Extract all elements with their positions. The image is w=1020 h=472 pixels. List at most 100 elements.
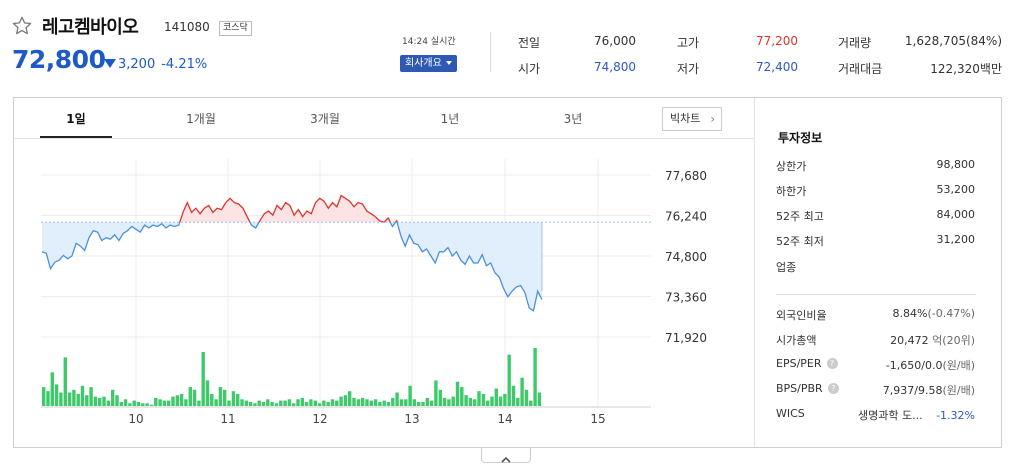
week52-low-value: 31,200: [936, 233, 976, 246]
upper-limit-label: 상한가: [776, 160, 807, 173]
realtime-label: 14:24 실시간: [402, 37, 456, 47]
volume-bar: [240, 399, 244, 406]
help-icon[interactable]: ?: [826, 358, 838, 369]
x-tick-label: 15: [590, 412, 605, 426]
upper-limit-value: 98,800: [936, 158, 976, 171]
chart-panel: 1일 1개월 3개월 1년 3년 빅차트 › 77,680 76,240 74,800…: [13, 97, 1002, 448]
volume-bar: [192, 389, 197, 406]
volume-bar: [533, 348, 537, 406]
volume-bar: [503, 393, 507, 406]
volume-bar: [236, 393, 240, 406]
company-overview-button[interactable]: 회사개요: [400, 55, 457, 72]
volume-bar: [421, 402, 425, 406]
change-percent: -4.21%: [161, 57, 208, 72]
open-label: 시가: [518, 62, 541, 76]
high-label: 고가: [677, 36, 700, 50]
volume-value: 1,628,705(84%): [904, 34, 1002, 48]
period-tabs: 1일 1개월 3개월 1년 3년 빅차트 ›: [14, 98, 754, 139]
volume-bar: [54, 384, 59, 406]
y-tick-label: 74,800: [665, 250, 707, 264]
volume-bar: [399, 399, 404, 406]
wics-value: 생명과학 도... -1.32%: [858, 407, 975, 423]
current-price: 72,800: [12, 45, 106, 74]
tab-1year[interactable]: 1년: [440, 112, 460, 126]
market-cap-label: 시가총액: [776, 334, 817, 347]
volume-bar: [339, 396, 343, 406]
star-icon[interactable]: [11, 15, 33, 37]
volume-bar: [111, 389, 115, 406]
volume-bar: [80, 385, 85, 406]
volume-bar: [352, 397, 356, 406]
market-cap-number: 20,472: [890, 334, 929, 347]
eps-per-number: -1,650/0.0: [885, 359, 943, 372]
volume-bar: [365, 399, 369, 406]
stock-name: 레고켐바이오: [42, 17, 139, 38]
volume-bar: [477, 391, 481, 406]
volume-bar: [201, 352, 205, 406]
volume-bar: [50, 372, 54, 406]
wics-label: WICS: [776, 407, 805, 420]
volume-bar: [119, 402, 123, 406]
volume-bar: [248, 402, 253, 406]
tab-1day[interactable]: 1일: [66, 112, 86, 126]
wics-sector-link[interactable]: 생명과학 도...: [857, 409, 923, 422]
prev-value: 76,000: [594, 34, 636, 48]
volume-bar: [279, 400, 283, 406]
big-chart-button[interactable]: 빅차트 ›: [662, 107, 722, 131]
volume-bar: [128, 403, 132, 406]
volume-bar: [257, 400, 261, 406]
volume-bar: [292, 403, 296, 406]
volume-bar: [145, 403, 149, 406]
market-cap-unit: 억(20위): [932, 334, 975, 347]
volume-bar: [270, 402, 274, 406]
volume-bar: [154, 397, 158, 406]
help-icon[interactable]: ?: [827, 383, 839, 394]
volume-bar: [115, 395, 119, 406]
volume-bar: [404, 399, 408, 406]
volume-bar: [197, 400, 201, 406]
y-tick-label: 73,360: [665, 291, 707, 305]
foreign-ratio-value: 8.84%(-0.47%): [893, 307, 975, 320]
x-tick-label: 11: [220, 412, 235, 426]
chevron-up-icon: [501, 456, 511, 463]
caret-down-icon: [445, 61, 452, 65]
volume-bar: [490, 396, 494, 406]
active-tab-indicator: [40, 136, 112, 138]
volume-bar: [348, 391, 352, 406]
volume-bar: [322, 400, 326, 406]
volume-bar: [378, 402, 382, 406]
prev-label: 전일: [518, 36, 541, 50]
tab-3year[interactable]: 3년: [563, 112, 583, 126]
volume-bar: [498, 396, 503, 406]
volume-bar: [524, 389, 529, 406]
volume-bar: [231, 391, 236, 406]
volume-bar: [425, 397, 429, 406]
volume-bar: [167, 400, 171, 406]
panel-divider: [754, 98, 755, 447]
tab-3month[interactable]: 3개월: [310, 112, 340, 126]
volume-bar: [102, 396, 106, 406]
volume-bar: [451, 396, 455, 406]
volume-bar: [300, 397, 304, 406]
tab-1month[interactable]: 1개월: [186, 112, 216, 126]
collapse-button[interactable]: [481, 448, 531, 463]
volume-bar: [335, 400, 339, 406]
stock-code: 141080: [164, 20, 210, 34]
volume-bar: [330, 399, 335, 406]
price-line: [41, 194, 543, 312]
bps-pbr-value: 7,937/9.58(원/배): [883, 382, 975, 398]
volume-bar: [261, 402, 266, 406]
volume-bar: [511, 385, 516, 406]
eps-per-unit: (원/배): [942, 359, 975, 372]
chart-grid: [41, 159, 651, 408]
volume-bar: [63, 357, 67, 406]
volume-bars: [42, 348, 542, 406]
volume-bar: [520, 377, 524, 406]
volume-bar: [136, 402, 141, 406]
volume-bar: [46, 391, 50, 406]
volume-bar: [149, 404, 154, 406]
chevron-right-icon: ›: [710, 112, 715, 126]
week52-high-value: 84,000: [936, 208, 976, 221]
volume-bar: [223, 389, 227, 406]
